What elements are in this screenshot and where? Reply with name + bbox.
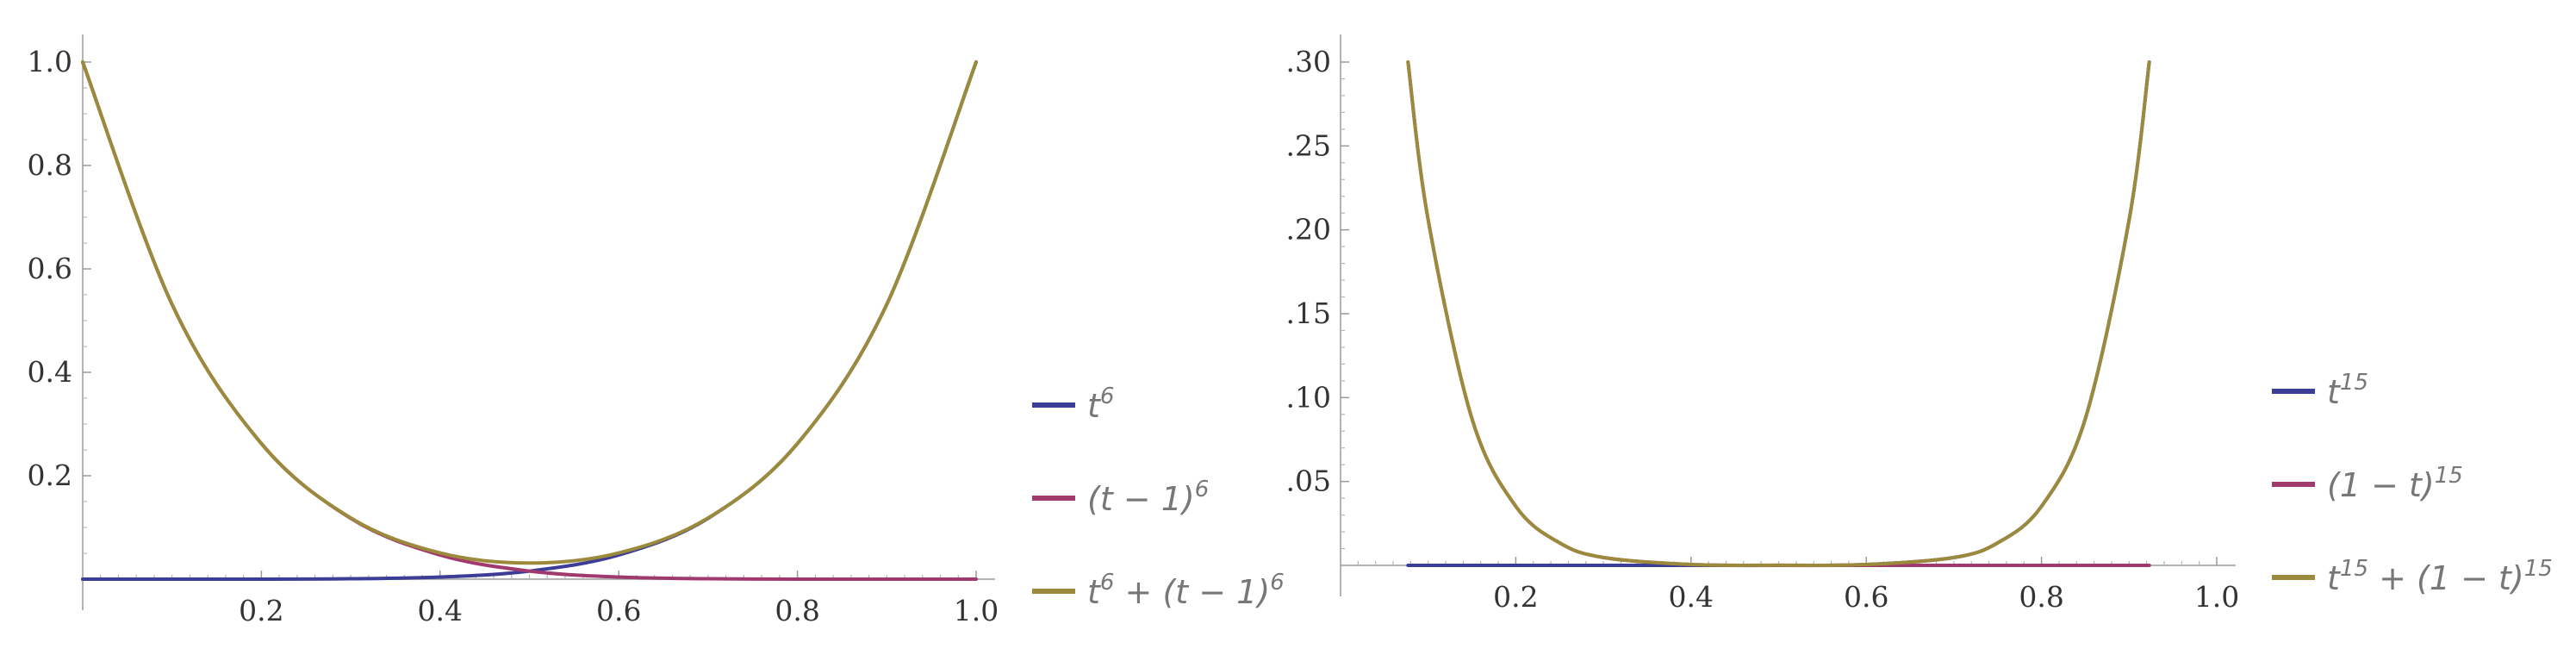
right-series-t-15 (1406, 60, 2151, 568)
left-legend-t-1-6: (t − 1)6 (1032, 477, 1209, 518)
left-series-t-6 (81, 60, 978, 582)
right-legend-1-t-15: (1 − t)15 (2272, 463, 2463, 504)
chart-left: 0.2 0.4 0.6 0.8 1.0 0.2 0.4 0.6 0.8 1.0 t6 (t − 1)6… (0, 0, 1288, 651)
right-x-tick-label: 1.0 (2194, 580, 2239, 614)
left-x-tick-label: 0.6 (596, 594, 641, 627)
right-series-1-t-15 (1406, 60, 2151, 568)
right-legend-label: t15 (2327, 370, 2368, 411)
left-y-tick-label: 0.2 (28, 458, 72, 492)
right-x-tick-label: 0.8 (2019, 580, 2063, 614)
left-x-tick-label: 1.0 (954, 594, 999, 627)
left-y-tick-label: 0.6 (28, 252, 72, 285)
right-series-t-15-1-t-15 (1406, 60, 2151, 567)
right-y-tick-label: 0.10 (1288, 380, 1331, 414)
right-y-tick-label: 0.25 (1288, 128, 1331, 162)
right-y-tick-label: 0.15 (1288, 296, 1331, 330)
chart-left-svg: 0.2 0.4 0.6 0.8 1.0 0.2 0.4 0.6 0.8 1.0 t6 (t − 1)6… (28, 34, 1285, 627)
left-legend-t-6-t-1-6: t6 + (t − 1)6 (1032, 570, 1285, 611)
left-legend-label: (t − 1)6 (1087, 477, 1209, 518)
left-series-t-6-t-1-6 (81, 60, 978, 565)
right-x-tick-label: 0.4 (1669, 580, 1714, 614)
right-legend-label: (1 − t)15 (2327, 463, 2463, 504)
right-legend-label: t15 + (1 − t)15 (2327, 556, 2553, 597)
chart-right: 0.2 0.4 0.6 0.8 1.0 0.05 0.10 0.15 0.20 0.25 0.30 t… (1268, 0, 2576, 651)
left-series-t-1-6 (81, 60, 978, 582)
right-legend-t-15-1-t-15: t15 + (1 − t)15 (2272, 556, 2553, 597)
left-y-tick-label: 1.0 (28, 45, 72, 78)
left-legend-label: t6 + (t − 1)6 (1087, 570, 1285, 611)
left-x-tick-label: 0.2 (239, 594, 283, 627)
left-x-tick-label: 0.8 (775, 594, 819, 627)
left-y-tick-label: 0.8 (28, 148, 72, 182)
left-legend-label: t6 (1087, 384, 1114, 425)
chart-right-svg: 0.2 0.4 0.6 0.8 1.0 0.05 0.10 0.15 0.20 0.25 0.30 t… (1268, 34, 2553, 614)
left-x-tick-label: 0.4 (418, 594, 463, 627)
left-y-tick-label: 0.4 (28, 355, 72, 389)
right-y-tick-label: 0.05 (1288, 465, 1331, 498)
right-x-tick-label: 0.6 (1844, 580, 1888, 614)
right-legend-t-15: t15 (2272, 370, 2368, 411)
left-legend-t-6: t6 (1032, 384, 1114, 425)
right-y-tick-label: 0.20 (1288, 213, 1331, 246)
right-x-tick-label: 0.2 (1493, 580, 1538, 614)
right-y-tick-label: 0.30 (1288, 45, 1331, 78)
